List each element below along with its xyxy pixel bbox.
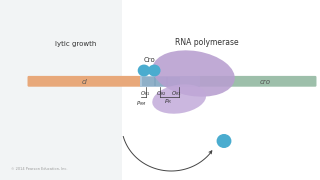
FancyBboxPatch shape	[140, 76, 200, 87]
Text: cro: cro	[260, 79, 271, 85]
Text: $O_{R3}$: $O_{R3}$	[171, 89, 182, 98]
FancyBboxPatch shape	[166, 77, 180, 86]
Circle shape	[149, 65, 160, 76]
FancyBboxPatch shape	[155, 77, 169, 86]
Circle shape	[217, 135, 231, 147]
Text: $P_R$: $P_R$	[164, 97, 172, 105]
Text: lytic growth: lytic growth	[54, 40, 96, 46]
FancyBboxPatch shape	[142, 77, 156, 86]
Ellipse shape	[152, 50, 235, 97]
FancyBboxPatch shape	[0, 0, 122, 180]
Text: $O_{R2}$: $O_{R2}$	[156, 89, 167, 98]
Ellipse shape	[152, 84, 206, 114]
Text: RNA polymerase: RNA polymerase	[175, 37, 238, 46]
Text: cI: cI	[82, 79, 88, 85]
Text: Cro: Cro	[143, 57, 155, 63]
Text: $P_{RM}$: $P_{RM}$	[136, 99, 147, 108]
Circle shape	[139, 65, 150, 76]
FancyBboxPatch shape	[28, 76, 142, 87]
Text: $O_{R1}$: $O_{R1}$	[140, 89, 151, 98]
FancyBboxPatch shape	[197, 76, 316, 87]
Text: © 2014 Pearson Education, Inc.: © 2014 Pearson Education, Inc.	[11, 168, 68, 172]
